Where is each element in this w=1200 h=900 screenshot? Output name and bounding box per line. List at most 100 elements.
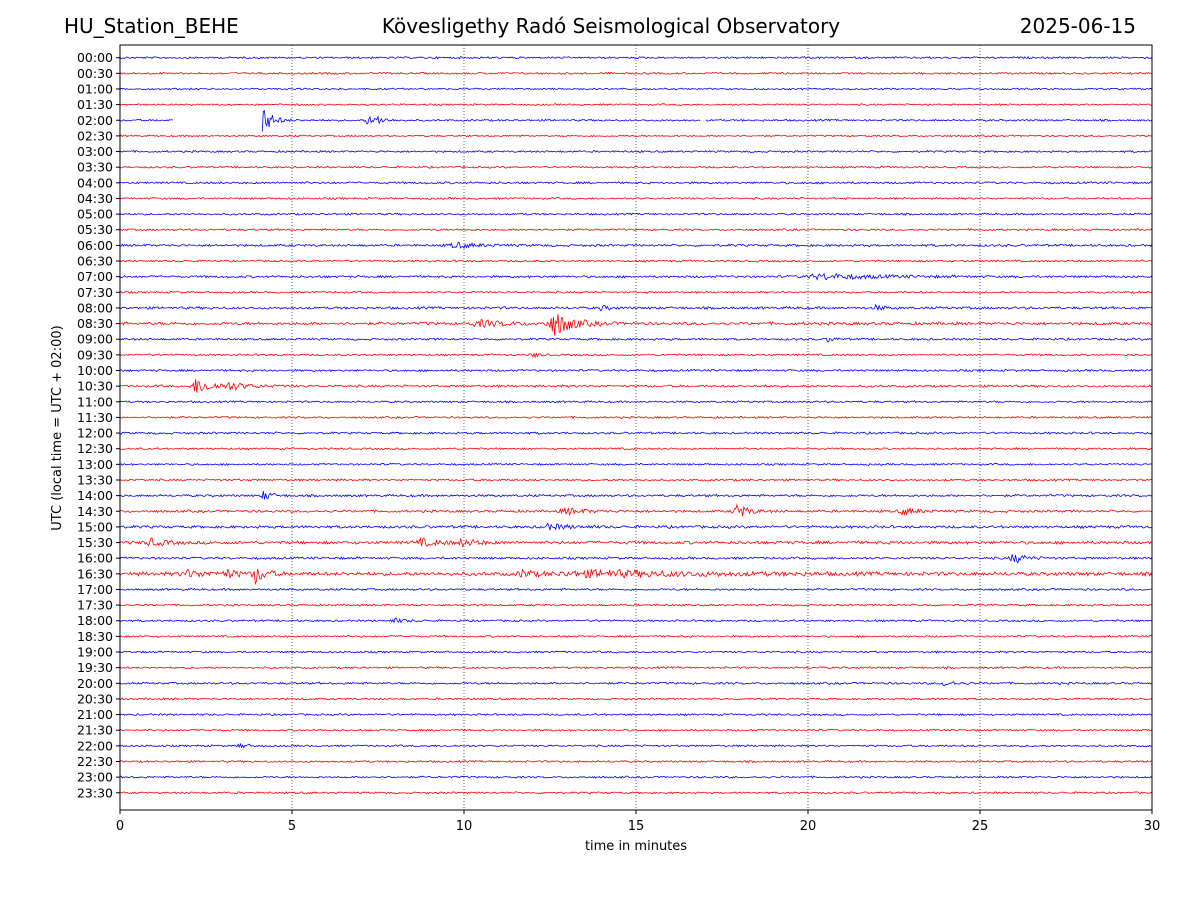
trace-0800 [119, 303, 1153, 312]
vertical-grid [291, 45, 981, 810]
trace-0000 [119, 55, 1153, 60]
x-tick-label-30: 30 [1144, 819, 1161, 834]
y-tick-label: 20:30 [77, 691, 113, 706]
trace-1230 [119, 446, 1153, 451]
x-tick-label-15: 15 [628, 819, 645, 834]
y-tick-label: 16:00 [77, 551, 113, 566]
y-tick-label: 18:00 [77, 613, 113, 628]
trace-0700 [119, 272, 1153, 281]
y-tick-label: 06:00 [77, 238, 113, 253]
y-tick-label: 13:30 [77, 472, 113, 487]
trace-0530 [119, 227, 1153, 232]
y-tick-label: 04:00 [77, 175, 113, 190]
x-tick-label-20: 20 [800, 819, 817, 834]
y-tick-label: 09:00 [77, 332, 113, 347]
y-tick-label: 02:00 [77, 113, 113, 128]
trace-2300 [119, 775, 1153, 779]
y-tick-label: 10:30 [77, 379, 113, 394]
trace-0230 [119, 134, 1153, 138]
y-tick-label: 01:30 [77, 97, 113, 112]
trace-1600 [119, 554, 1153, 564]
trace-2330 [119, 791, 1153, 795]
x-axis-label: time in minutes [585, 839, 687, 854]
trace-1100 [119, 400, 1153, 404]
y-tick-label: 02:30 [77, 128, 113, 143]
trace-0100 [119, 87, 1153, 91]
y-tick-label: 06:30 [77, 254, 113, 269]
y-tick-label: 11:30 [77, 410, 113, 425]
y-tick-label: 04:30 [77, 191, 113, 206]
trace-1900 [119, 650, 1153, 654]
trace-1200 [119, 431, 1153, 435]
trace-1430 [119, 503, 1153, 517]
trace-1730 [119, 603, 1153, 607]
y-tick-label: 16:30 [77, 566, 113, 581]
trace-0200 [119, 109, 1153, 132]
trace-1800 [119, 617, 1153, 624]
trace-0400 [119, 180, 1153, 185]
y-tick-label: 15:30 [77, 535, 113, 550]
trace-0600 [119, 241, 1153, 250]
x-tick-label-0: 0 [116, 819, 124, 834]
y-tick-label: 13:00 [77, 457, 113, 472]
x-tick-label-25: 25 [972, 819, 989, 834]
trace-0130 [119, 103, 1153, 107]
y-tick-label: 08:00 [77, 300, 113, 315]
trace-1300 [119, 462, 1153, 466]
trace-1000 [119, 368, 1153, 373]
y-tick-label: 23:30 [77, 785, 113, 800]
trace-0830 [119, 313, 1153, 336]
y-tick-label: 07:00 [77, 269, 113, 284]
y-tick-label: 22:30 [77, 754, 113, 769]
y-tick-label: 20:00 [77, 676, 113, 691]
y-tick-label: 11:00 [77, 394, 113, 409]
trace-1130 [119, 415, 1153, 420]
trace-0300 [119, 149, 1153, 154]
trace-0930 [119, 352, 1153, 359]
trace-0330 [119, 165, 1153, 169]
trace-0630 [119, 259, 1153, 263]
trace-1400 [119, 490, 1153, 500]
trace-2100 [119, 712, 1153, 717]
trace-0730 [119, 290, 1153, 294]
trace-2130 [119, 728, 1153, 732]
y-tick-label: 17:30 [77, 598, 113, 613]
y-tick-label: 07:30 [77, 285, 113, 300]
trace-2230 [119, 759, 1153, 764]
trace-1500 [119, 522, 1153, 531]
y-tick-label: 05:30 [77, 222, 113, 237]
trace-1630 [119, 568, 1153, 585]
trace-0030 [119, 71, 1153, 76]
y-tick-label: 01:00 [77, 81, 113, 96]
x-axis: 0 5 10 15 20 25 30 [116, 810, 1160, 834]
trace-1330 [119, 478, 1153, 482]
chart-date: 2025-06-15 [1019, 14, 1136, 38]
trace-1530 [119, 536, 1153, 548]
y-tick-label: 18:30 [77, 629, 113, 644]
y-tick-label: 19:30 [77, 660, 113, 675]
y-tick-label: 12:00 [77, 426, 113, 441]
y-tick-label: 00:30 [77, 66, 113, 81]
y-tick-label: 17:00 [77, 582, 113, 597]
y-tick-label: 23:00 [77, 770, 113, 785]
trace-1030 [119, 379, 1153, 393]
y-tick-label: 03:00 [77, 144, 113, 159]
y-axis-label: UTC (local time = UTC + 02:00) [50, 325, 65, 530]
y-tick-label: 21:30 [77, 723, 113, 738]
trace-0500 [119, 212, 1153, 216]
seismogram-traces [119, 55, 1153, 795]
y-tick-label: 05:00 [77, 207, 113, 222]
y-tick-label: 15:00 [77, 519, 113, 534]
y-tick-label: 21:00 [77, 707, 113, 722]
y-tick-label: 08:30 [77, 316, 113, 331]
y-tick-label: 22:00 [77, 738, 113, 753]
chart-title: Kövesligethy Radó Seismological Observat… [381, 14, 841, 38]
y-tick-label: 19:00 [77, 645, 113, 660]
x-tick-label-5: 5 [288, 819, 296, 834]
station-name: HU_Station_BEHE [64, 14, 239, 38]
trace-1830 [119, 634, 1153, 639]
y-tick-label: 14:00 [77, 488, 113, 503]
trace-2200 [119, 742, 1153, 749]
trace-2000 [119, 681, 1153, 687]
